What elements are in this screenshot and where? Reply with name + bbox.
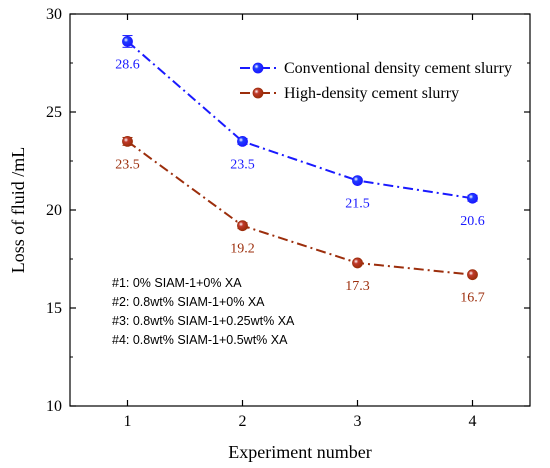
annotation-line: #4: 0.8wt% SIAM-1+0.5wt% XA xyxy=(112,333,288,347)
series-2: 23.5 19.2 17.3 16.7 xyxy=(115,135,485,306)
legend-marker xyxy=(252,87,264,99)
x-tick-label: 3 xyxy=(354,413,362,430)
y-tick-label: 10 xyxy=(46,398,62,415)
annotation-line: #2: 0.8wt% SIAM-1+0% XA xyxy=(112,295,265,309)
data-label: 16.7 xyxy=(460,291,485,306)
data-label: 19.2 xyxy=(230,242,255,257)
data-point xyxy=(122,135,133,147)
x-tick-label: 4 xyxy=(469,413,477,430)
annotation-line: #3: 0.8wt% SIAM-1+0.25wt% XA xyxy=(112,314,295,328)
legend-label: Conventional density cement slurry xyxy=(284,60,512,77)
data-point xyxy=(467,269,478,281)
data-label: 28.6 xyxy=(115,57,140,72)
x-axis-title: Experiment number xyxy=(228,442,371,462)
y-tick-label: 15 xyxy=(46,300,62,317)
y-tick-label: 25 xyxy=(46,104,62,121)
data-label: 23.5 xyxy=(115,157,140,172)
data-label: 23.5 xyxy=(230,157,255,172)
data-point xyxy=(122,36,133,47)
annotation-line: #1: 0% SIAM-1+0% XA xyxy=(112,276,242,290)
data-label: 20.6 xyxy=(460,214,485,229)
data-label: 17.3 xyxy=(345,279,370,294)
series-line xyxy=(126,140,473,276)
ticks: 1 2 3 4 10 15 20 25 30 xyxy=(46,6,530,430)
y-tick-label: 20 xyxy=(46,202,62,219)
series-layer: 28.6 23.5 21.5 20.6 23.5 19.2 17.3 16.7 xyxy=(115,35,485,306)
data-point xyxy=(237,220,248,232)
legend-marker xyxy=(252,62,264,74)
legend-item-1: Conventional density cement slurry xyxy=(240,60,512,77)
data-point xyxy=(467,192,478,204)
x-tick-label: 2 xyxy=(239,413,247,430)
data-point xyxy=(352,175,363,187)
y-axis-title: Loss of fluid /mL xyxy=(8,147,28,274)
legend: Conventional density cement slurry High-d… xyxy=(240,60,512,102)
y-tick-label: 30 xyxy=(46,6,62,23)
annotation-block: #1: 0% SIAM-1+0% XA #2: 0.8wt% SIAM-1+0% … xyxy=(112,276,295,347)
series-1: 28.6 23.5 21.5 20.6 xyxy=(115,35,485,229)
x-tick-label: 1 xyxy=(124,413,132,430)
data-point xyxy=(352,257,363,269)
data-point xyxy=(237,135,248,147)
legend-label: High-density cement slurry xyxy=(284,85,459,102)
legend-item-2: High-density cement slurry xyxy=(240,85,459,102)
data-label: 21.5 xyxy=(345,197,370,212)
